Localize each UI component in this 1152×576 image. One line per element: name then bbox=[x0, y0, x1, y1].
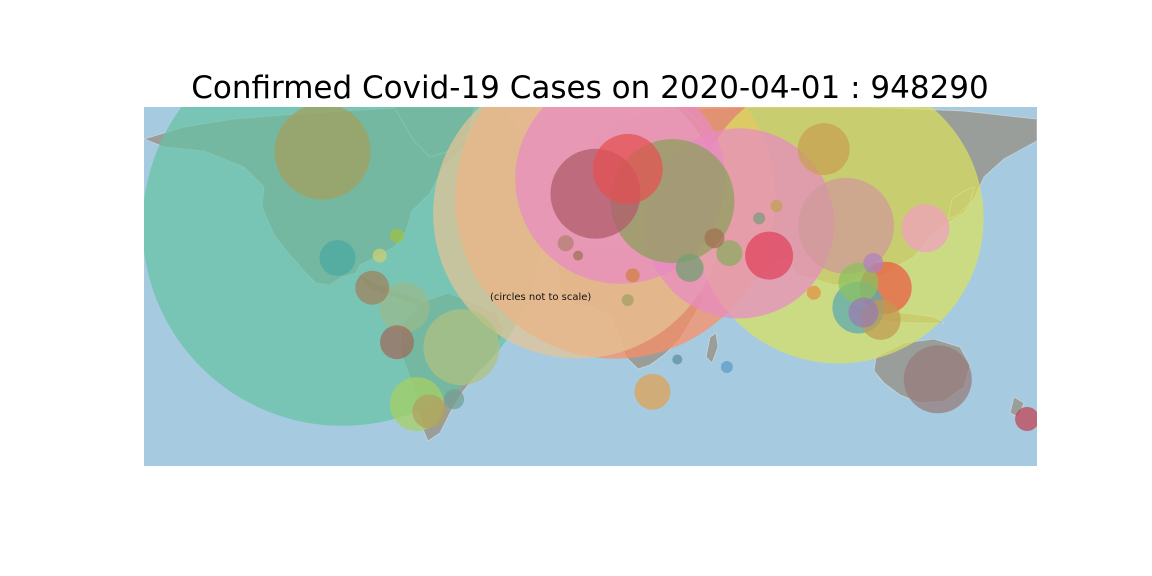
case-bubble bbox=[745, 231, 794, 280]
scale-note: (circles not to scale) bbox=[490, 292, 592, 303]
case-bubble bbox=[412, 394, 447, 429]
case-bubble bbox=[355, 270, 390, 305]
case-bubble bbox=[390, 228, 404, 243]
map-plot bbox=[144, 107, 1037, 466]
case-bubble bbox=[621, 294, 634, 307]
case-bubble bbox=[798, 177, 894, 274]
case-bubble bbox=[720, 361, 733, 373]
chart-title: Confirmed Covid-19 Cases on 2020-04-01 :… bbox=[191, 70, 989, 106]
case-bubble bbox=[838, 262, 879, 303]
case-bubble bbox=[1015, 407, 1037, 431]
case-bubble bbox=[423, 309, 500, 386]
case-bubble bbox=[592, 133, 663, 204]
case-bubble bbox=[372, 248, 387, 263]
case-bubble bbox=[753, 212, 766, 225]
case-bubble bbox=[380, 325, 414, 360]
case-bubble bbox=[848, 297, 879, 328]
case-bubble bbox=[863, 253, 884, 273]
case-bubble bbox=[573, 250, 584, 261]
case-bubble bbox=[379, 282, 430, 333]
case-bubble bbox=[557, 235, 574, 252]
madagascar-landmass bbox=[705, 332, 719, 364]
case-bubble bbox=[274, 107, 371, 200]
case-bubble bbox=[625, 268, 640, 283]
case-bubble bbox=[716, 240, 743, 267]
case-bubble bbox=[806, 285, 821, 300]
case-bubble bbox=[901, 204, 950, 253]
case-bubble bbox=[672, 354, 683, 365]
case-bubble bbox=[704, 228, 725, 249]
case-bubble bbox=[770, 200, 783, 212]
bubble-layer bbox=[144, 107, 1037, 432]
case-bubble bbox=[634, 373, 671, 410]
case-bubble bbox=[903, 345, 972, 414]
case-bubble bbox=[797, 123, 850, 176]
case-bubble bbox=[675, 253, 704, 282]
case-bubble bbox=[444, 389, 465, 410]
case-bubble bbox=[319, 240, 356, 276]
